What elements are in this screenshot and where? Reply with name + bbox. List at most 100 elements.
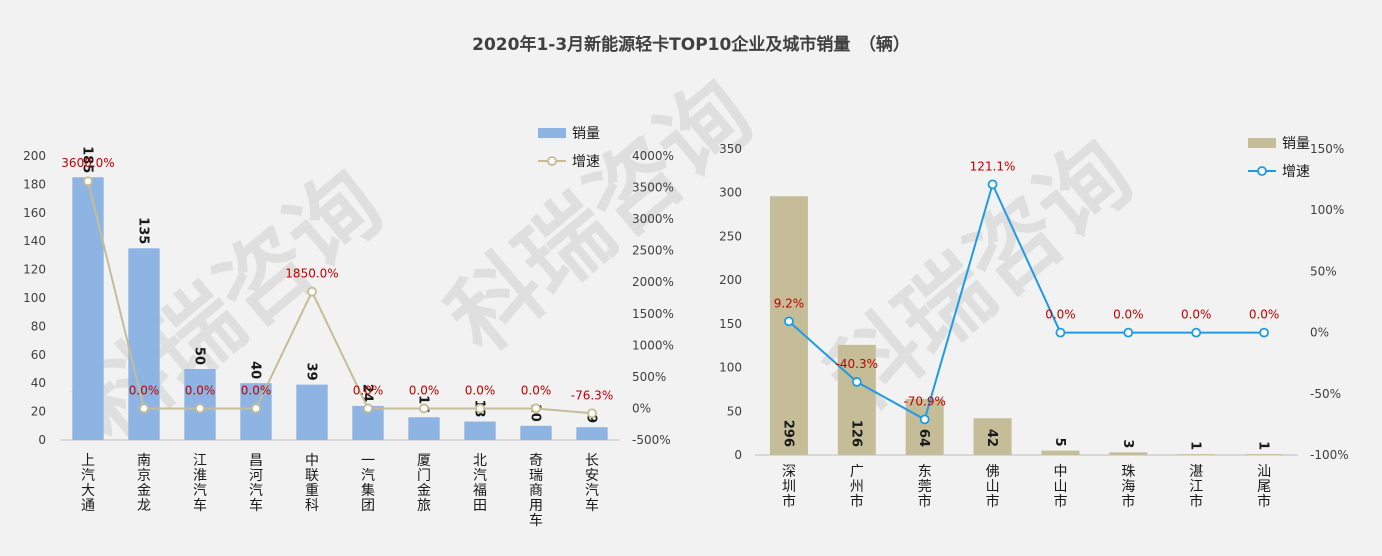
growth-data-label: 121.1% [970, 159, 1016, 173]
city-sales-chart: 0 50 100 150 200 250 300 350 -100% -50% 0% 50% 100% 1… [719, 136, 1349, 510]
growth-point [587, 408, 597, 419]
category-label-char: 东 [918, 464, 932, 480]
left-axis-tick-label: 0 [734, 448, 742, 462]
category-label-char: 团 [361, 498, 375, 514]
right-axis-tick-label: 0% [632, 401, 651, 415]
growth-data-label: 0.0% [129, 383, 160, 397]
right-axis-tick-label: 500% [632, 370, 666, 384]
category-label-char: 长 [585, 453, 599, 469]
left-axis-tick-label: 80 [31, 319, 46, 333]
right-axis-tick-label: 3000% [632, 212, 674, 226]
right-axis-tick-label: 2000% [632, 275, 674, 289]
growth-data-label: 1850.0% [285, 267, 338, 281]
bar [1041, 450, 1080, 455]
bar [1109, 452, 1148, 455]
category-label-char: 车 [249, 497, 263, 514]
chart-title: 2020年1-3月新能源轻卡TOP10企业及城市销量 （辆） [472, 35, 910, 55]
category-label-char: 汕 [1257, 464, 1271, 480]
category-label-char: 昌 [249, 453, 263, 469]
left-axis-tick-label: 120 [23, 263, 46, 277]
category-label-char: 田 [473, 498, 487, 514]
category-label-char: 通 [81, 498, 95, 514]
left-axis-tick-label: 140 [23, 234, 46, 248]
category-label-char: 集 [361, 482, 375, 499]
right-axis-tick-label: -500% [632, 433, 671, 447]
category-label-char: 汽 [81, 468, 95, 484]
legend-bar-swatch [1248, 138, 1276, 148]
category-label-char: 河 [249, 468, 263, 484]
left-axis-tick-label: 100 [719, 361, 742, 375]
bar-value-label: 1 [1256, 441, 1271, 450]
category-label-char: 大 [81, 483, 95, 499]
growth-point [83, 176, 93, 187]
bar [905, 399, 944, 455]
category-label-char: 山 [986, 479, 1000, 495]
growth-point [987, 179, 998, 190]
enterprise-sales-chart: 0 20 40 60 80 100 120 140 160 180 200 -500% 0% 500% 10… [23, 126, 674, 529]
left-axis-tick-label: 250 [719, 229, 742, 243]
category-label-char: 商 [529, 483, 543, 499]
category-label-char: 汽 [585, 483, 599, 499]
category-label-char: 瑞 [529, 468, 543, 484]
category-label-char: 门 [417, 468, 431, 484]
left-axis-tick-label: 160 [23, 206, 46, 220]
right-axis-tick-label: 2500% [632, 244, 674, 258]
legend-line-marker [1257, 166, 1267, 176]
category-label-char: 佛 [986, 464, 1000, 480]
category-label-char: 山 [1053, 479, 1067, 495]
growth-data-label: 9.2% [774, 296, 805, 310]
category-label-char: 广 [850, 464, 864, 480]
growth-point [251, 403, 261, 414]
category-label-char: 市 [986, 493, 1000, 510]
bar-value-label: 50 [191, 347, 206, 365]
growth-point [363, 403, 373, 414]
growth-point [1123, 327, 1134, 338]
left-axis-tick-label: 0 [38, 433, 46, 447]
growth-point [475, 403, 485, 414]
legend-bar-label: 销量 [572, 126, 600, 142]
right-axis-tick-label: -50% [1310, 387, 1341, 401]
bar-value-label: 39 [303, 363, 318, 381]
growth-data-label: 0.0% [353, 383, 384, 397]
growth-point [419, 403, 429, 414]
category-label-char: 海 [1121, 479, 1135, 495]
growth-point [919, 414, 930, 425]
bar [296, 384, 328, 440]
category-label-char: 市 [1121, 493, 1135, 510]
right-axis-tick-label: 150% [1310, 142, 1344, 156]
left-axis-tick-label: 350 [719, 142, 742, 156]
growth-point [851, 377, 862, 387]
left-axis-tick-label: 200 [23, 149, 46, 163]
category-label-char: 旅 [417, 498, 431, 514]
growth-data-label: -76.3% [571, 388, 613, 402]
growth-data-label: 0.0% [185, 383, 216, 397]
growth-point [139, 403, 149, 414]
bar-value-label: 185 [79, 146, 94, 173]
category-label-char: 市 [850, 493, 864, 510]
growth-data-label: -40.3% [836, 357, 878, 371]
growth-line [788, 181, 1265, 421]
bar-value-label: 40 [247, 361, 262, 379]
bar-value-label: 3 [1120, 439, 1135, 448]
category-label-char: 江 [1189, 479, 1203, 495]
bar-value-label: 64 [916, 429, 931, 447]
growth-point [784, 316, 794, 327]
category-label-char: 科 [305, 498, 319, 514]
category-label-char: 南 [137, 453, 151, 469]
right-axis-tick-label: -100% [1310, 448, 1349, 462]
category-label-char: 福 [473, 483, 487, 499]
category-label-char: 圳 [782, 479, 796, 495]
category-label-char: 尾 [1257, 479, 1271, 495]
category-label-char: 莞 [918, 479, 932, 495]
growth-point [307, 286, 317, 297]
right-axis-tick-label: 3500% [632, 181, 674, 195]
legend-bar-swatch [538, 128, 566, 138]
right-axis-tick-label: 4000% [632, 149, 674, 163]
category-label-char: 汽 [473, 468, 487, 484]
bar [576, 427, 608, 440]
watermark-layer: 科瑞咨询 科瑞咨询 科瑞咨询 [59, 61, 1152, 463]
growth-data-label: 0.0% [241, 383, 272, 397]
category-label-char: 龙 [137, 498, 151, 514]
category-label-char: 厦 [417, 453, 431, 469]
